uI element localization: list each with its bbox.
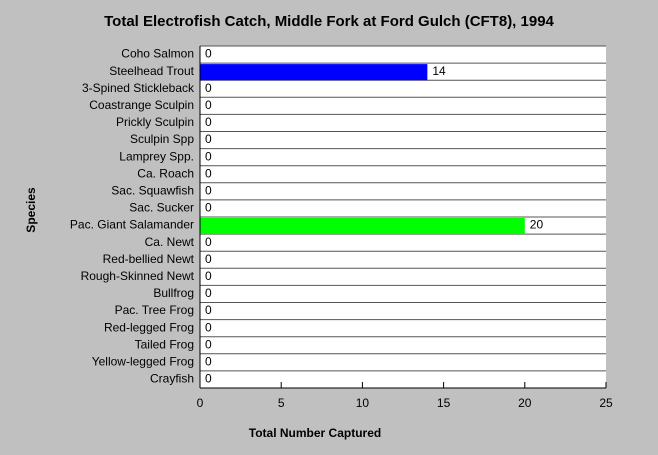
x-tick-label: 0 xyxy=(197,396,204,410)
y-tick-label: Ca. Roach xyxy=(137,166,194,180)
y-tick-label: 3-Spined Stickleback xyxy=(82,81,195,95)
data-label: 0 xyxy=(205,235,212,249)
data-label: 0 xyxy=(205,98,212,112)
chart-title: Total Electrofish Catch, Middle Fork at … xyxy=(104,13,554,30)
x-tick-label: 5 xyxy=(278,396,285,410)
data-label: 0 xyxy=(205,355,212,369)
y-tick-label: Tailed Frog xyxy=(135,337,194,351)
y-tick-label: Sac. Sucker xyxy=(129,201,194,215)
data-label: 0 xyxy=(205,320,212,334)
data-label: 0 xyxy=(205,132,212,146)
data-label: 0 xyxy=(205,81,212,95)
y-tick-label: Ca. Newt xyxy=(145,235,195,249)
data-label: 0 xyxy=(205,149,212,163)
y-tick-label: Sac. Squawfish xyxy=(111,184,194,198)
bar xyxy=(200,218,525,235)
x-tick-label: 10 xyxy=(356,396,370,410)
data-label: 0 xyxy=(205,115,212,129)
x-tick-label: 25 xyxy=(599,396,613,410)
x-tick-label: 20 xyxy=(518,396,532,410)
data-label: 0 xyxy=(205,286,212,300)
data-label: 0 xyxy=(205,47,212,61)
data-label: 0 xyxy=(205,372,212,386)
y-tick-label: Yellow-legged Frog xyxy=(92,355,194,369)
x-axis-label: Total Number Captured xyxy=(249,426,381,440)
y-tick-label: Pac. Tree Frog xyxy=(115,303,194,317)
y-tick-label: Pac. Giant Salamander xyxy=(70,218,194,232)
x-tick-label: 15 xyxy=(437,396,451,410)
y-tick-label: Coastrange Sculpin xyxy=(89,98,194,112)
y-tick-label: Sculpin Spp xyxy=(130,132,194,146)
data-label: 14 xyxy=(432,64,446,78)
data-label: 0 xyxy=(205,184,212,198)
data-label: 0 xyxy=(205,166,212,180)
y-tick-label: Steelhead Trout xyxy=(109,64,194,78)
y-tick-label: Lamprey Spp. xyxy=(119,149,194,163)
y-tick-label: Crayfish xyxy=(150,372,194,386)
data-label: 0 xyxy=(205,269,212,283)
data-label: 0 xyxy=(205,337,212,351)
data-label: 20 xyxy=(530,218,544,232)
y-tick-label: Prickly Sculpin xyxy=(116,115,194,129)
data-label: 0 xyxy=(205,252,212,266)
y-axis-label: Species xyxy=(24,187,38,233)
data-label: 0 xyxy=(205,303,212,317)
y-tick-label: Rough-Skinned Newt xyxy=(81,269,195,283)
y-tick-label: Red-legged Frog xyxy=(104,320,194,334)
data-label: 0 xyxy=(205,201,212,215)
bar xyxy=(200,64,428,81)
y-tick-label: Red-bellied Newt xyxy=(103,252,195,266)
y-tick-label: Coho Salmon xyxy=(121,47,194,61)
y-tick-label: Bullfrog xyxy=(153,286,194,300)
